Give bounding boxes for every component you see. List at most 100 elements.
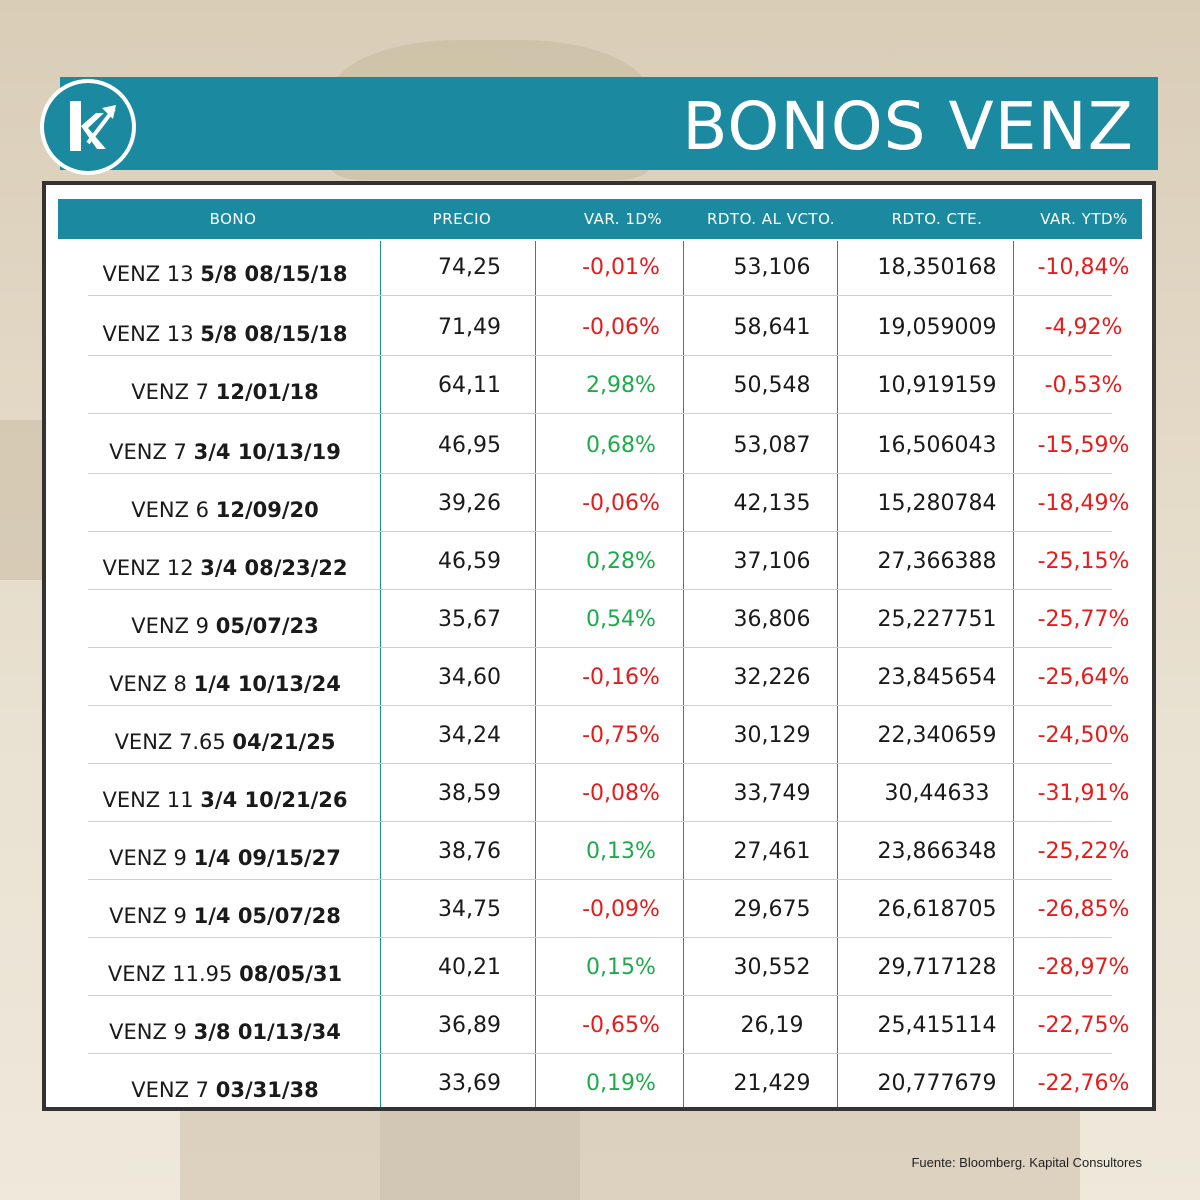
var-1d-cell: -0,09% <box>582 897 660 922</box>
precio-cell: 36,89 <box>438 1013 501 1038</box>
table-row: VENZ 8 1/4 10/13/24 34,60 -0,16% 32,226 23,8… <box>58 649 1142 706</box>
bond-name-cell: VENZ 9 1/4 05/07/28 <box>58 891 392 948</box>
var-1d-cell: -0,65% <box>582 1013 660 1038</box>
bond-maturity: 05/07/23 <box>215 614 319 638</box>
column-divider <box>837 241 838 1107</box>
rdto-vcto-cell: 30,552 <box>733 955 811 980</box>
bond-name: VENZ 8 <box>109 672 187 696</box>
row-divider <box>88 879 1112 880</box>
table-row: VENZ 7 3/4 10/13/19 46,95 0,68% 53,087 16,50… <box>58 417 1142 474</box>
rdto-cte-cell: 19,059009 <box>877 315 997 340</box>
table-row: VENZ 9 3/8 01/13/34 36,89 -0,65% 26,19 25,41… <box>58 997 1142 1054</box>
bond-name-cell: VENZ 13 5/8 08/15/18 <box>58 309 392 366</box>
bond-name: VENZ 11 <box>102 788 194 812</box>
rdto-cte-cell: 25,415114 <box>877 1013 997 1038</box>
bond-maturity: 3/4 10/13/19 <box>193 440 341 464</box>
var-1d-cell: -0,06% <box>582 491 660 516</box>
var-ytd-cell: -10,84% <box>1037 255 1130 280</box>
bond-name: VENZ 11.95 <box>107 962 233 986</box>
precio-cell: 40,21 <box>438 955 501 980</box>
var-ytd-cell: -22,76% <box>1037 1071 1130 1096</box>
bond-maturity: 1/4 05/07/28 <box>193 904 341 928</box>
bond-name-cell: VENZ 9 3/8 01/13/34 <box>58 1007 392 1064</box>
var-ytd-cell: -25,77% <box>1037 607 1130 632</box>
var-1d-cell: -0,75% <box>582 723 660 748</box>
table-row: VENZ 9 1/4 09/15/27 38,76 0,13% 27,461 23,86… <box>58 823 1142 880</box>
bond-maturity: 5/8 08/15/18 <box>200 322 348 346</box>
rdto-vcto-cell: 36,806 <box>733 607 811 632</box>
rdto-vcto-cell: 37,106 <box>733 549 811 574</box>
rdto-cte-cell: 20,777679 <box>877 1071 997 1096</box>
column-header-rdto-vcto: RDTO. AL VCTO. <box>706 210 836 228</box>
rdto-cte-cell: 16,506043 <box>877 433 997 458</box>
var-1d-cell: 0,28% <box>586 549 656 574</box>
var-ytd-cell: -26,85% <box>1037 897 1130 922</box>
bond-maturity: 12/01/18 <box>215 380 319 404</box>
row-divider <box>88 647 1112 648</box>
var-ytd-cell: -24,50% <box>1037 723 1130 748</box>
bond-maturity: 3/8 01/13/34 <box>193 1020 341 1044</box>
var-1d-cell: -0,16% <box>582 665 660 690</box>
var-ytd-cell: -0,53% <box>1044 373 1123 398</box>
var-1d-cell: -0,08% <box>582 781 660 806</box>
bond-maturity: 5/8 08/15/18 <box>200 262 348 286</box>
rdto-cte-cell: 26,618705 <box>877 897 997 922</box>
var-1d-cell: 0,68% <box>586 433 656 458</box>
row-divider <box>88 705 1112 706</box>
rdto-cte-cell: 23,866348 <box>877 839 997 864</box>
bond-name-cell: VENZ 9 05/07/23 <box>58 601 392 658</box>
precio-cell: 39,26 <box>438 491 501 516</box>
bond-table: BONO PRECIO VAR. 1D% RDTO. AL VCTO. RDTO… <box>42 181 1156 1111</box>
bond-name: VENZ 7 <box>109 440 187 464</box>
table-row: VENZ 7 03/31/38 33,69 0,19% 21,429 20,777679… <box>58 1055 1142 1112</box>
bond-name-cell: VENZ 7.65 04/21/25 <box>58 717 392 774</box>
precio-cell: 35,67 <box>438 607 501 632</box>
row-divider <box>88 995 1112 996</box>
column-header-rdto-cte: RDTO. CTE. <box>891 210 983 228</box>
var-ytd-cell: -22,75% <box>1037 1013 1130 1038</box>
bond-name: VENZ 7.65 <box>114 730 226 754</box>
bond-name-cell: VENZ 7 03/31/38 <box>58 1065 392 1122</box>
precio-cell: 74,25 <box>438 255 501 280</box>
rdto-cte-cell: 15,280784 <box>877 491 997 516</box>
bond-name-cell: VENZ 11 3/4 10/21/26 <box>58 775 392 832</box>
rdto-vcto-cell: 33,749 <box>733 781 811 806</box>
bond-name: VENZ 9 <box>109 904 187 928</box>
rdto-cte-cell: 18,350168 <box>877 255 997 280</box>
var-ytd-cell: -18,49% <box>1037 491 1130 516</box>
var-1d-cell: 2,98% <box>586 373 656 398</box>
row-divider <box>88 295 1112 296</box>
var-1d-cell: -0,01% <box>582 255 660 280</box>
precio-cell: 33,69 <box>438 1071 501 1096</box>
column-header-var-ytd: VAR. YTD% <box>1040 210 1128 228</box>
rdto-vcto-cell: 42,135 <box>733 491 811 516</box>
bond-name: VENZ 9 <box>109 1020 187 1044</box>
precio-cell: 71,49 <box>438 315 501 340</box>
var-1d-cell: 0,15% <box>586 955 656 980</box>
k-arrow-icon <box>70 101 116 151</box>
rdto-cte-cell: 29,717128 <box>877 955 997 980</box>
row-divider <box>88 1053 1112 1054</box>
bond-name: VENZ 9 <box>109 846 187 870</box>
table-row: VENZ 7 12/01/18 64,11 2,98% 50,548 10,919159… <box>58 357 1142 414</box>
row-divider <box>88 473 1112 474</box>
bond-name: VENZ 13 <box>102 262 194 286</box>
table-row: VENZ 11 3/4 10/21/26 38,59 -0,08% 33,749 30,… <box>58 765 1142 822</box>
var-1d-cell: -0,06% <box>582 315 660 340</box>
precio-cell: 34,75 <box>438 897 501 922</box>
page-title: BONOS VENZ <box>682 88 1134 165</box>
source-note: Fuente: Bloomberg. Kapital Consultores <box>911 1155 1142 1170</box>
rdto-vcto-cell: 53,106 <box>733 255 811 280</box>
bond-maturity: 1/4 09/15/27 <box>193 846 341 870</box>
column-header-precio: PRECIO <box>432 210 492 228</box>
precio-cell: 64,11 <box>438 373 501 398</box>
var-1d-cell: 0,13% <box>586 839 656 864</box>
bond-name: VENZ 9 <box>131 614 210 638</box>
bond-name-cell: VENZ 13 5/8 08/15/18 <box>58 249 392 306</box>
row-divider <box>88 937 1112 938</box>
column-divider <box>1013 241 1014 1107</box>
kapital-logo-icon <box>40 79 136 175</box>
table-row: VENZ 11.95 08/05/31 40,21 0,15% 30,552 29,71… <box>58 939 1142 996</box>
row-divider <box>88 821 1112 822</box>
table-row: VENZ 9 1/4 05/07/28 34,75 -0,09% 29,675 26,6… <box>58 881 1142 938</box>
